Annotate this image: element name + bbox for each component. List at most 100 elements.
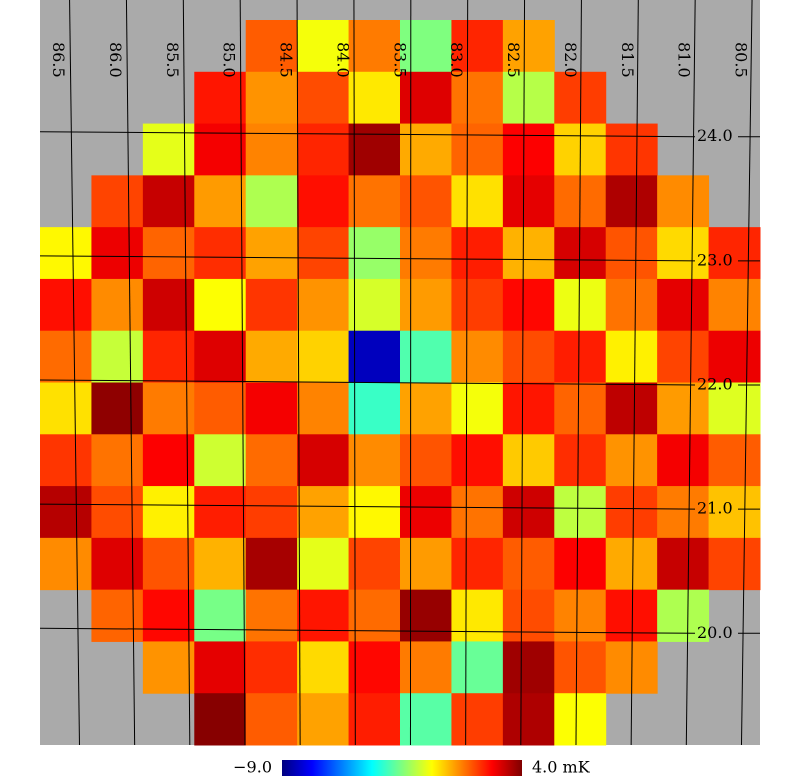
- map-pixel: [142, 382, 195, 435]
- map-pixel: [554, 227, 607, 280]
- map-pixel: [348, 434, 401, 487]
- map-pixel: [657, 382, 710, 435]
- map-pixel: [554, 330, 607, 383]
- grid-line: [69, 0, 80, 746]
- x-tick-label: 86.0: [106, 42, 125, 78]
- x-tick-label: 83.0: [447, 42, 466, 78]
- map-pixel: [40, 278, 92, 332]
- map-pixel: [245, 175, 298, 228]
- colorbar: [282, 760, 522, 776]
- map-pixel: [142, 175, 195, 228]
- map-pixel: [708, 330, 761, 383]
- map-pixel: [91, 330, 144, 383]
- map-pixel: [554, 693, 607, 746]
- map-pixel: [554, 589, 607, 642]
- map-pixel: [194, 382, 247, 435]
- map-pixel: [348, 641, 401, 694]
- map-pixel: [142, 123, 195, 176]
- map-pixel: [400, 486, 452, 539]
- map-pixel: [297, 434, 350, 487]
- map-pixel: [297, 693, 350, 746]
- map-pixel: [502, 227, 555, 280]
- map-pixel: [502, 278, 555, 332]
- map-pixel: [245, 227, 298, 280]
- map-pixel: [245, 278, 298, 332]
- map-pixel: [194, 123, 247, 176]
- map-pixel: [451, 434, 504, 487]
- map-pixel: [194, 71, 247, 125]
- map-pixel: [297, 175, 350, 228]
- map-pixel: [451, 641, 504, 694]
- map-pixel: [91, 175, 144, 228]
- grid-line: [520, 0, 526, 746]
- grid-line: [239, 0, 246, 746]
- map-pixel: [348, 175, 401, 228]
- map-pixel: [554, 278, 607, 332]
- map-pixel: [657, 330, 710, 383]
- map-pixel: [245, 641, 298, 694]
- map-pixel: [348, 486, 401, 539]
- map-pixel: [40, 486, 92, 539]
- x-tick-label: 83.5: [390, 42, 409, 78]
- x-tick-label: 81.0: [675, 42, 694, 78]
- map-pixel: [40, 330, 92, 383]
- map-pixel: [348, 330, 401, 383]
- map-pixel: [245, 382, 298, 435]
- map-pixel: [194, 330, 247, 383]
- map-pixel: [400, 589, 452, 642]
- grid-line: [39, 131, 696, 138]
- map-pixel: [194, 175, 247, 228]
- grid-line: [296, 0, 301, 746]
- map-pixel: [451, 382, 504, 435]
- grid-line: [182, 0, 191, 746]
- map-pixel: [348, 71, 401, 125]
- map-pixel: [245, 20, 298, 73]
- map-pixel: [605, 382, 658, 435]
- y-tick-label: 20.0: [697, 623, 733, 642]
- map-pixel: [502, 641, 555, 694]
- colorbar-label: −9.0: [233, 758, 272, 777]
- map-pixel: [297, 20, 350, 73]
- colorbar-label: 4.0 mK: [532, 758, 591, 777]
- map-pixel: [245, 589, 298, 642]
- map-pixel: [348, 693, 401, 746]
- map-pixel: [245, 434, 298, 487]
- map-pixel: [502, 589, 555, 642]
- map-pixel: [502, 175, 555, 228]
- map-pixel: [451, 71, 504, 125]
- map-pixel: [451, 486, 504, 539]
- map-pixel: [554, 434, 607, 487]
- map-pixel: [297, 486, 350, 539]
- y-tick-label: 23.0: [697, 250, 733, 269]
- map-pixel: [502, 382, 555, 435]
- map-pixel: [297, 641, 350, 694]
- map-pixel: [245, 537, 298, 591]
- map-pixel: [605, 589, 658, 642]
- map-pixel: [451, 20, 504, 73]
- map-pixel: [605, 123, 658, 176]
- map-pixel: [245, 486, 298, 539]
- map-pixel: [400, 434, 452, 487]
- map-pixel: [194, 434, 247, 487]
- map-pixel: [348, 123, 401, 176]
- map-pixel: [605, 175, 658, 228]
- map-pixel: [142, 278, 195, 332]
- grid-line: [685, 0, 696, 746]
- grid-line: [465, 0, 469, 746]
- map-pixel: [502, 486, 555, 539]
- map-pixel: [245, 330, 298, 383]
- map-pixel: [194, 693, 247, 746]
- map-pixel: [348, 278, 401, 332]
- x-tick-label: 82.0: [561, 42, 580, 78]
- map-pixel: [40, 382, 92, 435]
- map-pixel: [297, 589, 350, 642]
- y-tick-label: 22.0: [697, 374, 733, 393]
- y-tick-label: 24.0: [697, 126, 733, 145]
- map-pixel: [400, 175, 452, 228]
- map-pixel: [194, 227, 247, 280]
- map-pixel: [451, 330, 504, 383]
- grid-line: [353, 0, 356, 746]
- map-pixel: [297, 382, 350, 435]
- x-tick-label: 82.5: [504, 42, 523, 78]
